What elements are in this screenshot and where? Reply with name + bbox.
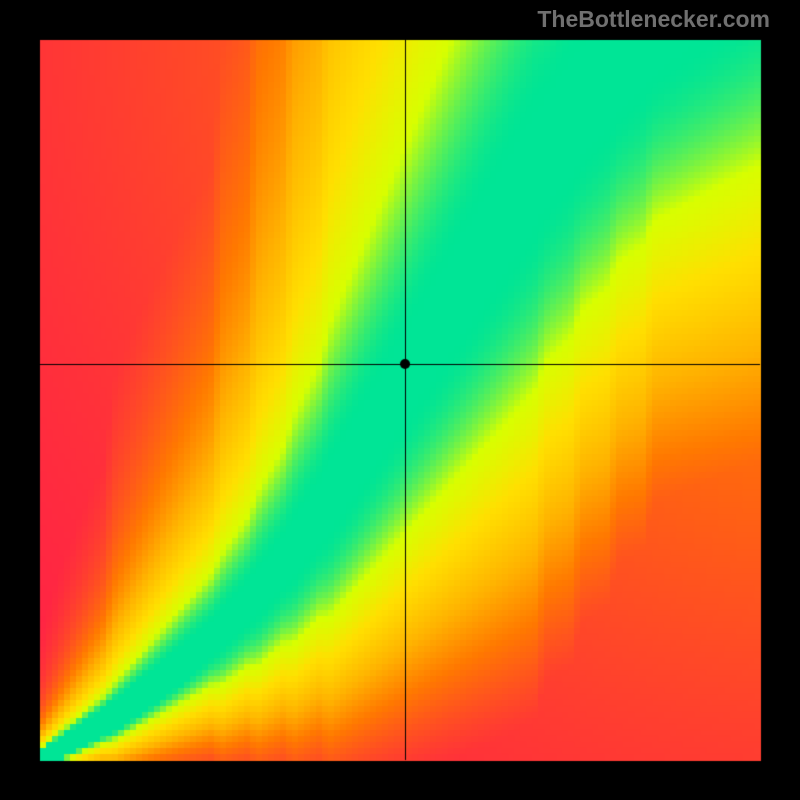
watermark-text: TheBottlenecker.com [537,6,770,33]
stage: TheBottlenecker.com [0,0,800,800]
heatmap-canvas [0,0,800,800]
